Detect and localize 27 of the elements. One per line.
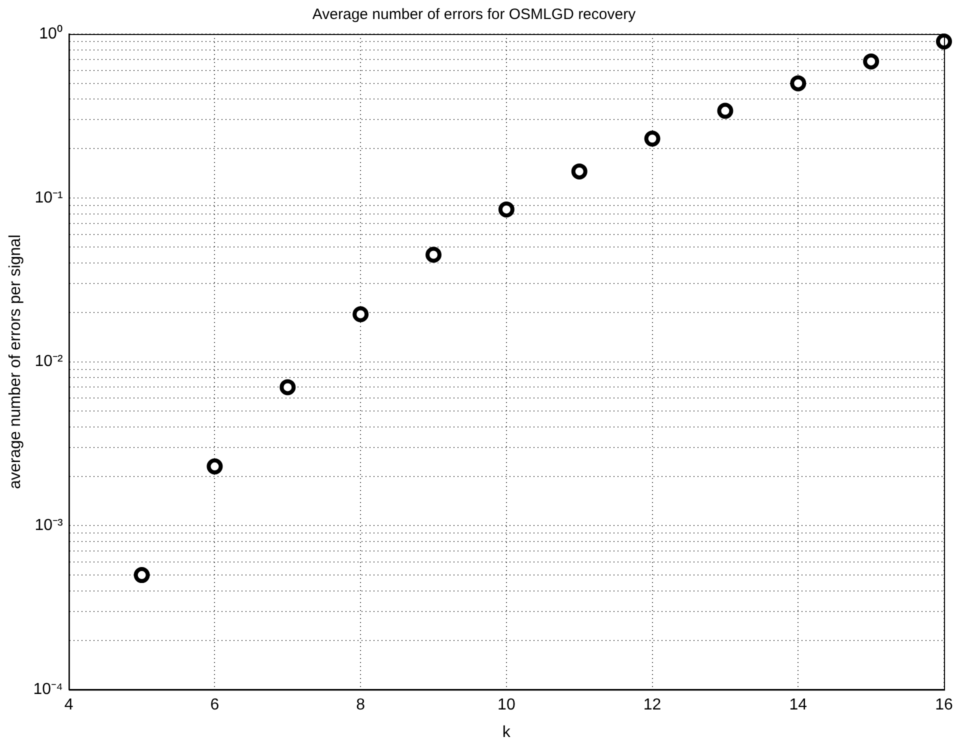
x-tick-label: 12 (643, 696, 662, 714)
x-tick-label: 4 (64, 696, 74, 714)
y-tick-label: 10⁻³ (34, 517, 64, 534)
chart-title: Average number of errors for OSMLGD recovery (312, 6, 636, 24)
x-axis-title: k (502, 724, 512, 741)
x-tick-label: 6 (210, 696, 220, 714)
x-tick-label: 8 (356, 696, 366, 714)
point (571, 163, 588, 180)
point (863, 53, 880, 70)
point (498, 201, 514, 218)
point (352, 306, 369, 322)
x-tick-label: 10 (498, 696, 516, 714)
point (717, 102, 734, 119)
point (134, 567, 150, 584)
y-tick-label: 10⁻² (34, 353, 64, 370)
y-tick-label: 10⁻¹ (34, 189, 63, 206)
point (426, 246, 442, 263)
x-tick-label: 14 (789, 696, 808, 714)
x-tick-label: 16 (935, 696, 953, 714)
y-axis-title: average number of errors per signal (7, 234, 24, 489)
point (790, 75, 806, 92)
y-tick-label: 10⁻⁴ (33, 681, 63, 698)
point (280, 379, 296, 396)
point (644, 130, 660, 147)
y-tick-label: 10⁰ (39, 24, 63, 42)
point (206, 458, 223, 474)
point (936, 34, 952, 50)
